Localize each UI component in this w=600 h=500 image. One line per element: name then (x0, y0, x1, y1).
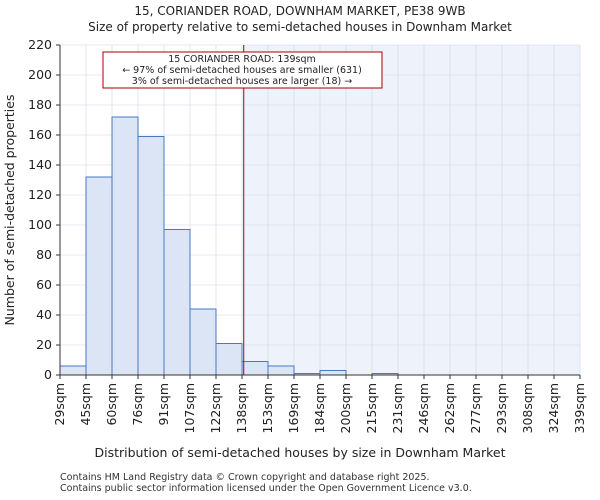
x-tick-label: 293sqm (494, 383, 509, 433)
annotation-border (102, 51, 383, 89)
x-tick-label: 138sqm (234, 383, 249, 433)
x-tick-label: 60sqm (104, 383, 119, 426)
bar-76sqm (137, 136, 165, 376)
histogram-chart: 0 20 40 60 80 100 120 140 160 180 200 220 29sqm 45sqm… (2, 37, 587, 460)
x-tick-label: 91sqm (156, 383, 171, 426)
bar-60sqm (111, 116, 139, 376)
y-tick-label: 20 (36, 337, 52, 352)
footer-copyright: Contains HM Land Registry data © Crown c… (60, 472, 430, 483)
annotation-box: 15 CORIANDER ROAD: 139sqm ← 97% of semi-… (102, 51, 383, 89)
x-tick-label: 246sqm (416, 383, 431, 433)
footer-licence: Contains public sector information licen… (60, 483, 472, 494)
x-axis-label: Distribution of semi-detached houses by … (94, 445, 505, 460)
x-tick-label: 308sqm (520, 383, 535, 433)
x-tick-label: 215sqm (364, 383, 379, 433)
x-tick-label: 153sqm (260, 383, 275, 433)
y-tick-label: 0 (44, 367, 52, 382)
annotation-line-2: ← 97% of semi-detached houses are smalle… (122, 65, 362, 76)
x-tick-label: 76sqm (130, 383, 145, 426)
annotation-line-3: 3% of semi-detached houses are larger (1… (132, 76, 352, 87)
y-tick-label: 100 (28, 217, 52, 232)
x-tick-label: 262sqm (442, 383, 457, 433)
y-tick-label: 200 (28, 67, 52, 82)
bar-122sqm (215, 343, 243, 376)
chart-subtitle: Size of property relative to semi-detach… (88, 20, 512, 34)
y-axis-label: Number of semi-detached properties (2, 95, 17, 326)
bar-138sqm (241, 361, 269, 376)
bar-29sqm (59, 365, 87, 376)
x-tick-label: 231sqm (390, 383, 405, 433)
bars (59, 116, 399, 376)
x-tick-label: 200sqm (338, 383, 353, 433)
axes: 0 20 40 60 80 100 120 140 160 180 200 220 29sqm 45sqm… (28, 37, 587, 433)
y-tick-label: 60 (36, 277, 52, 292)
y-tick-label: 80 (36, 247, 52, 262)
y-tick-label: 120 (28, 187, 52, 202)
chart-title: 15, CORIANDER ROAD, DOWNHAM MARKET, PE38… (134, 4, 466, 18)
x-tick-label: 45sqm (78, 383, 93, 426)
bar-45sqm (85, 176, 113, 376)
y-tick-label: 140 (28, 157, 52, 172)
x-tick-label: 169sqm (286, 383, 301, 433)
highlight-region (243, 45, 580, 375)
bar-91sqm (163, 229, 191, 376)
y-tick-label: 220 (28, 37, 52, 52)
bar-107sqm (189, 308, 217, 376)
x-tick-label: 324sqm (546, 383, 561, 433)
bar-153sqm (267, 365, 295, 376)
y-tick-label: 160 (28, 127, 52, 142)
x-tick-label: 122sqm (208, 383, 223, 433)
bar-184sqm (319, 370, 347, 376)
x-tick-label: 277sqm (468, 383, 483, 433)
y-tick-label: 180 (28, 97, 52, 112)
annotation-line-1: 15 CORIANDER ROAD: 139sqm (168, 54, 315, 65)
x-tick-label: 184sqm (312, 383, 327, 433)
x-tick-label: 339sqm (572, 383, 587, 433)
x-tick-label: 29sqm (52, 383, 67, 426)
x-tick-label: 107sqm (182, 383, 197, 433)
y-tick-label: 40 (36, 307, 52, 322)
